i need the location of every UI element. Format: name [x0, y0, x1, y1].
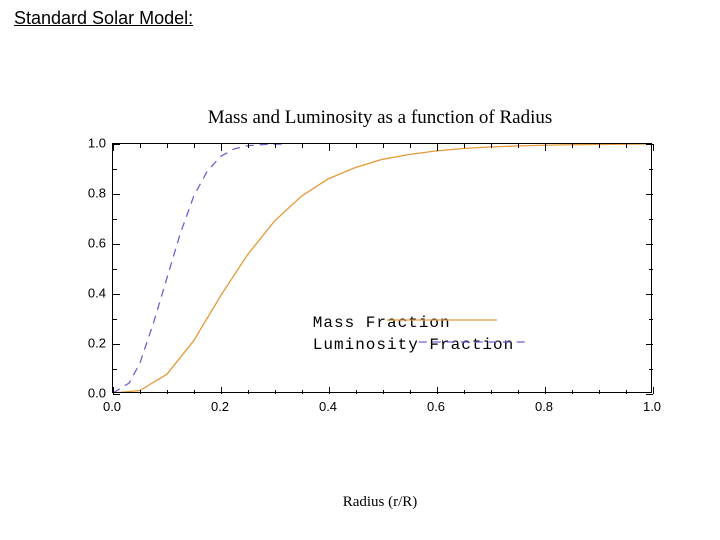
chart-title: Mass and Luminosity as a function of Rad…	[80, 107, 680, 129]
tick-mark	[113, 194, 120, 195]
x-tick-label: 0.0	[103, 399, 121, 414]
tick-mark	[464, 390, 465, 394]
tick-mark	[464, 144, 465, 148]
plot-svg	[113, 144, 651, 393]
x-tick-label: 0.2	[211, 399, 229, 414]
tick-mark	[646, 244, 653, 245]
page-heading: Standard Solar Model:	[14, 8, 193, 29]
tick-mark	[113, 294, 120, 295]
tick-mark	[113, 369, 117, 370]
x-tick-label: 1.0	[643, 399, 661, 414]
tick-mark	[113, 394, 120, 395]
x-tick-label: 0.6	[427, 399, 445, 414]
tick-mark	[329, 144, 330, 151]
tick-mark	[383, 390, 384, 394]
tick-mark	[518, 144, 519, 148]
tick-mark	[113, 169, 117, 170]
tick-mark	[649, 219, 653, 220]
tick-mark	[113, 244, 120, 245]
tick-mark	[646, 394, 653, 395]
tick-mark	[437, 144, 438, 151]
y-tick-label: 1.0	[78, 136, 106, 151]
tick-mark	[356, 390, 357, 394]
y-tick-label: 0.0	[78, 386, 106, 401]
tick-mark	[653, 387, 654, 394]
series-line	[113, 144, 285, 393]
x-axis-label: Radius (r/R)	[80, 494, 680, 511]
legend-item: Luminosity Fraction	[313, 336, 634, 354]
y-tick-label: 0.2	[78, 336, 106, 351]
tick-mark	[646, 144, 653, 145]
tick-mark	[649, 319, 653, 320]
tick-mark	[491, 390, 492, 394]
tick-mark	[113, 144, 114, 151]
tick-mark	[221, 387, 222, 394]
tick-mark	[194, 390, 195, 394]
tick-mark	[248, 390, 249, 394]
tick-mark	[140, 144, 141, 148]
tick-mark	[113, 269, 117, 270]
chart-container: Mass and Luminosity as a function of Rad…	[80, 135, 680, 455]
tick-mark	[599, 390, 600, 394]
tick-mark	[167, 144, 168, 148]
plot-area: Mass Fraction Luminosity Fraction	[112, 143, 652, 393]
tick-mark	[113, 319, 117, 320]
tick-mark	[113, 344, 120, 345]
tick-mark	[113, 387, 114, 394]
x-tick-label: 0.8	[535, 399, 553, 414]
tick-mark	[356, 144, 357, 148]
tick-mark	[410, 144, 411, 148]
legend-item: Mass Fraction	[313, 314, 571, 332]
tick-mark	[491, 144, 492, 148]
tick-mark	[113, 144, 120, 145]
tick-mark	[572, 390, 573, 394]
y-tick-label: 0.4	[78, 286, 106, 301]
tick-mark	[518, 390, 519, 394]
series-line	[113, 144, 651, 393]
tick-mark	[649, 269, 653, 270]
tick-mark	[275, 390, 276, 394]
tick-mark	[653, 144, 654, 151]
tick-mark	[572, 144, 573, 148]
tick-mark	[329, 387, 330, 394]
tick-mark	[221, 144, 222, 151]
tick-mark	[545, 387, 546, 394]
tick-mark	[626, 144, 627, 148]
tick-mark	[275, 144, 276, 148]
y-tick-label: 0.8	[78, 186, 106, 201]
tick-mark	[194, 144, 195, 148]
tick-mark	[545, 144, 546, 151]
tick-mark	[626, 390, 627, 394]
y-tick-label: 0.6	[78, 236, 106, 251]
tick-mark	[113, 219, 117, 220]
tick-mark	[649, 169, 653, 170]
tick-mark	[248, 144, 249, 148]
tick-mark	[410, 390, 411, 394]
tick-mark	[649, 369, 653, 370]
tick-mark	[437, 387, 438, 394]
tick-mark	[140, 390, 141, 394]
tick-mark	[599, 144, 600, 148]
tick-mark	[302, 390, 303, 394]
tick-mark	[646, 344, 653, 345]
tick-mark	[646, 194, 653, 195]
tick-mark	[167, 390, 168, 394]
x-tick-label: 0.4	[319, 399, 337, 414]
tick-mark	[302, 144, 303, 148]
tick-mark	[383, 144, 384, 148]
tick-mark	[646, 294, 653, 295]
